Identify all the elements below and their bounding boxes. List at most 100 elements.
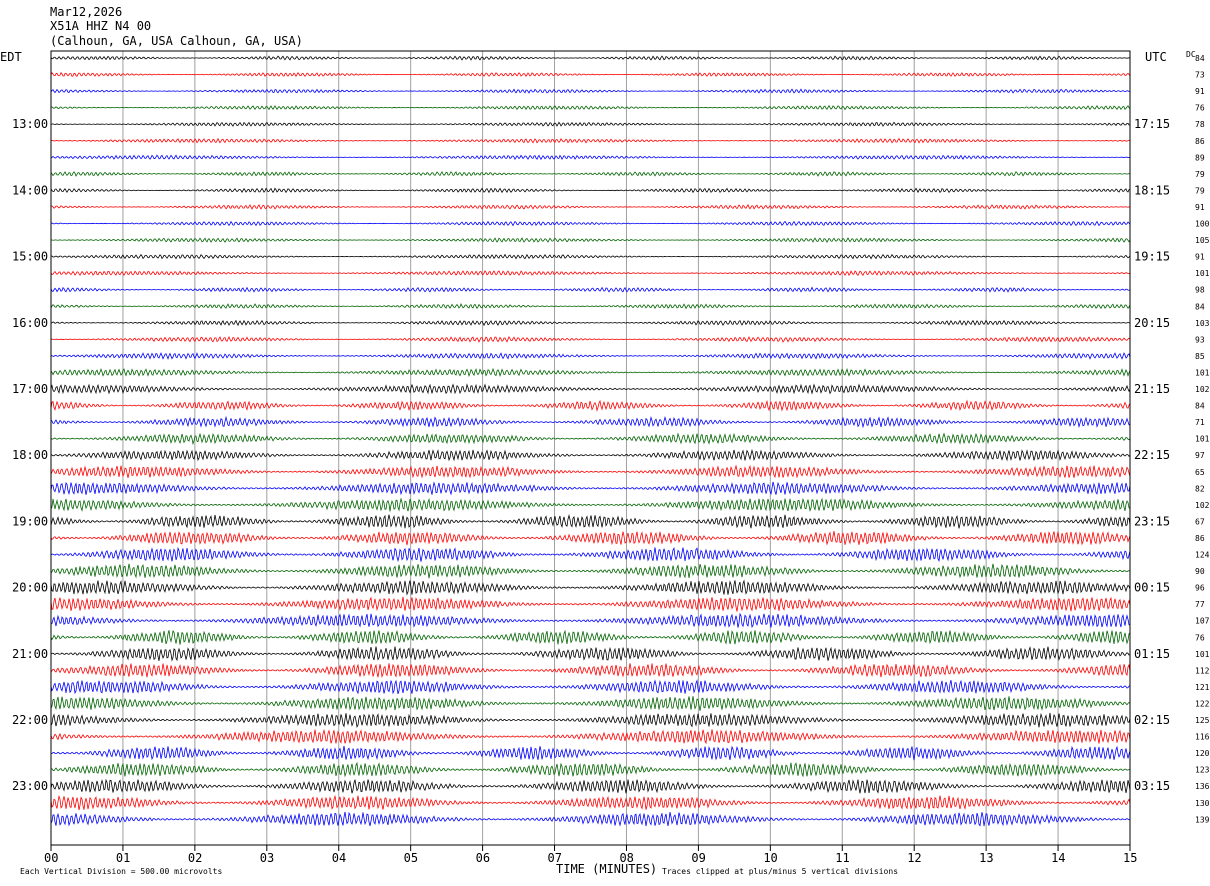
x-tick-label: 08 [619,851,633,865]
dc-value: 101 [1195,269,1210,278]
dc-value: 112 [1195,666,1210,675]
trace-row [50,286,1131,293]
trace-row [50,270,1131,277]
edt-hour-label: 18:00 [12,448,48,462]
dc-value: 93 [1195,335,1205,344]
right-time-labels: 17:15 18:15 19:15 20:15 21:15 22:15 23:15 00:15… [1134,117,1170,793]
dc-value: 91 [1195,203,1205,212]
utc-hour-label: 17:15 [1134,117,1170,131]
x-tick-label: 15 [1123,851,1137,865]
dc-value: 101 [1195,435,1210,444]
trace-row [50,237,1131,244]
trace-row [50,253,1131,260]
edt-hour-label: 16:00 [12,316,48,330]
trace-row [50,696,1131,712]
trace-row [50,383,1131,395]
trace-row [50,415,1131,429]
dc-value: 71 [1195,418,1205,427]
dc-value: 84 [1195,302,1205,311]
edt-hour-label: 20:00 [12,581,48,595]
x-tick-label: 07 [548,851,562,865]
trace-row [50,579,1131,596]
trace-row [50,171,1131,177]
dc-value: 98 [1195,286,1205,295]
trace-row [50,612,1131,628]
left-axis-title: EDT [0,50,22,64]
dc-value: 76 [1195,633,1205,642]
header-station: X51A HHZ N4 00 [50,19,151,33]
dc-value: 136 [1195,782,1210,791]
utc-hour-label: 01:15 [1134,647,1170,661]
trace-row [50,204,1131,210]
dc-value: 78 [1195,120,1205,129]
edt-hour-label: 22:00 [12,713,48,727]
dc-value: 84 [1195,402,1205,411]
dc-value: 101 [1195,650,1210,659]
trace-row [50,399,1131,412]
x-axis-title: TIME (MINUTES) [556,862,657,876]
edt-hour-label: 23:00 [12,779,48,793]
dc-value: 102 [1195,385,1210,394]
clip-note: Traces clipped at plus/minus 5 vertical … [662,867,898,876]
trace-row [50,745,1131,761]
trace-row [50,55,1131,61]
dc-value: 107 [1195,617,1210,626]
dc-value: 105 [1195,236,1210,245]
dc-value: 102 [1195,501,1210,510]
trace-row [50,432,1131,446]
trace-row [50,303,1131,310]
dc-value: 139 [1195,815,1210,824]
x-tick-label: 04 [332,851,346,865]
trace-row [50,728,1131,745]
x-tick-label: 11 [835,851,849,865]
x-tick-label: 05 [404,851,418,865]
dc-value: 100 [1195,220,1210,229]
dc-value: 73 [1195,71,1205,80]
trace-row [50,481,1131,496]
dc-value: 120 [1195,749,1210,758]
trace-row [50,71,1131,78]
trace-row [50,513,1131,529]
utc-hour-label: 02:15 [1134,713,1170,727]
x-tick-label: 10 [763,851,777,865]
trace-row [50,646,1131,662]
dc-value: 130 [1195,799,1210,808]
trace-row [50,319,1131,327]
edt-hour-label: 17:00 [12,382,48,396]
dc-value: 90 [1195,567,1205,576]
dc-value: 65 [1195,468,1205,477]
x-tick-label: 03 [260,851,274,865]
dc-value: 124 [1195,551,1210,560]
edt-hour-label: 15:00 [12,250,48,264]
dc-value: 79 [1195,170,1205,179]
trace-row [50,154,1131,161]
x-tick-label: 14 [1051,851,1065,865]
trace-row [50,531,1131,546]
utc-hour-label: 22:15 [1134,448,1170,462]
utc-hour-label: 23:15 [1134,514,1170,528]
x-tick-label: 06 [476,851,490,865]
dc-value: 89 [1195,153,1205,162]
time-grid [122,51,1059,845]
trace-row [50,352,1131,360]
right-axis-title: UTC [1145,50,1167,64]
dc-value: 125 [1195,716,1210,725]
trace-row [50,220,1131,227]
dc-header: DC [1186,50,1196,59]
trace-row [50,811,1131,827]
trace-row [50,497,1131,512]
dc-value: 86 [1195,137,1205,146]
trace-row [50,464,1131,479]
trace-row [50,121,1131,127]
trace-row [50,335,1131,343]
dc-value: 91 [1195,253,1205,262]
trace-row [50,629,1131,645]
edt-hour-label: 21:00 [12,647,48,661]
dc-value: 122 [1195,699,1210,708]
dc-value: 123 [1195,766,1210,775]
trace-row [50,596,1131,612]
dc-value: 91 [1195,87,1205,96]
utc-hour-label: 00:15 [1134,581,1170,595]
trace-row [50,187,1131,194]
